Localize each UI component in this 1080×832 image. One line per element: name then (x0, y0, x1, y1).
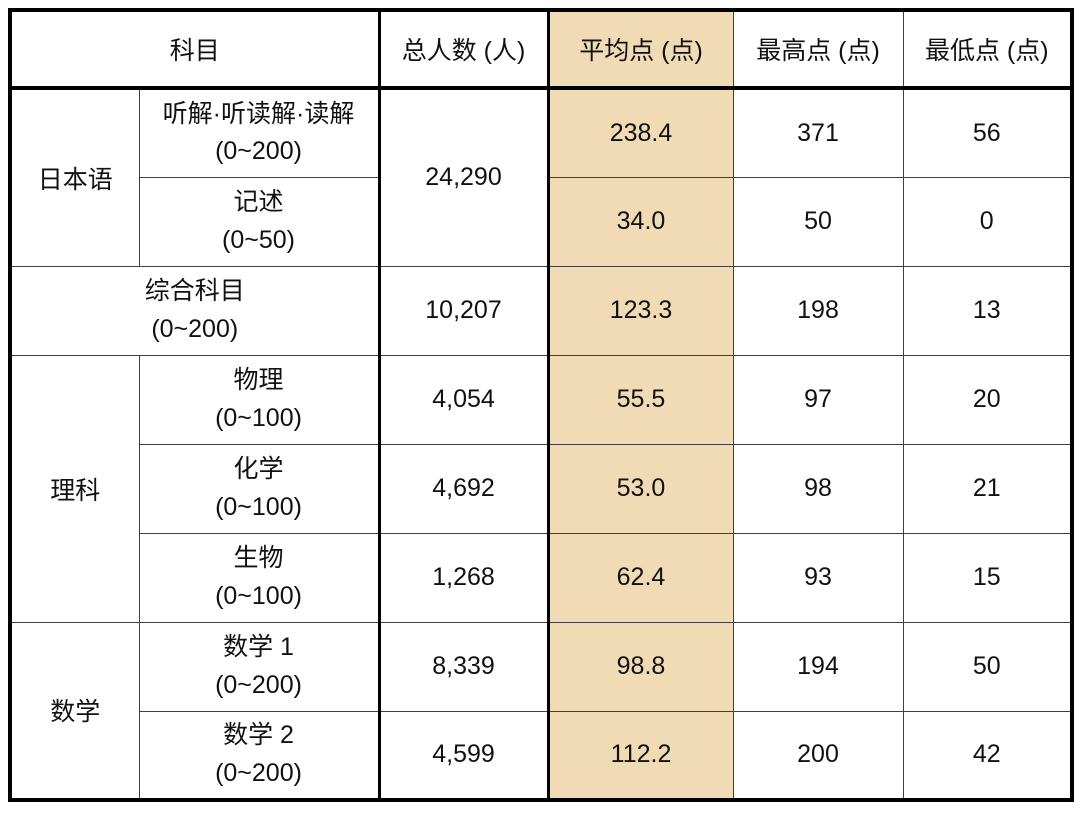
lowest-cell: 42 (902, 710, 1073, 801)
subject-cell: 记述 (0~50) (138, 176, 381, 267)
table-row-japanese-reading: 日本语 听解·听读解·读解 (0~200) 24,290 238.4 371 5… (9, 87, 1073, 267)
highest-cell: 371 (732, 87, 904, 178)
subject-range: (0~200) (215, 758, 302, 787)
table-row-japanese-writing: 记述 (0~50) 34.0 50 0 (10, 176, 1073, 267)
total-cell: 10,207 (378, 265, 550, 356)
score-table: 科目 总人数 (人) 平均点 (点) 最高点 (点) 最低点 (点) 日本语 听… (8, 8, 1074, 802)
lowest-cell: 20 (902, 354, 1073, 445)
header-highest: 最高点 (点) (732, 9, 904, 90)
average-cell: 112.2 (547, 710, 734, 801)
highest-cell: 93 (732, 532, 904, 623)
subject-range: (0~100) (215, 581, 302, 610)
subject-range: (0~200) (151, 314, 239, 343)
highest-cell: 200 (732, 710, 904, 801)
total-cell: 4,692 (378, 443, 550, 534)
subject-range: (0~50) (222, 225, 295, 254)
table-row-math2: 数学 2 (0~200) 4,599 112.2 200 42 (10, 710, 1073, 801)
subject-name: 数学 2 (223, 721, 294, 750)
average-cell: 238.4 (547, 87, 734, 178)
average-cell: 53.0 (547, 443, 734, 534)
subject-cell: 数学 1 (0~200) (138, 621, 381, 712)
average-cell: 62.4 (547, 532, 734, 623)
lowest-cell: 0 (902, 176, 1073, 267)
subject-name: 数学 1 (223, 633, 294, 661)
lowest-cell: 21 (902, 443, 1073, 534)
average-cell: 55.5 (547, 354, 734, 445)
subject-cell: 化学 (0~100) (138, 443, 381, 534)
subject-cell: 生物 (0~100) (138, 532, 381, 623)
subject-name: 记述 (233, 188, 284, 216)
header-total: 总人数 (人) (378, 9, 550, 90)
total-cell: 4,599 (378, 710, 550, 801)
table-row-biology: 生物 (0~100) 1,268 62.4 93 15 (10, 532, 1073, 623)
highest-cell: 98 (732, 443, 904, 534)
page: 科目 总人数 (人) 平均点 (点) 最高点 (点) 最低点 (点) 日本语 听… (8, 8, 1074, 802)
highest-cell: 194 (732, 621, 904, 712)
total-cell: 4,054 (378, 354, 550, 445)
lowest-cell: 50 (902, 621, 1073, 712)
subject-name: 物理 (233, 366, 284, 394)
row-group-label-science: 理科 (9, 354, 140, 623)
subject-name: 听解·听读解·读解 (162, 99, 355, 128)
average-cell: 34.0 (547, 176, 734, 267)
total-cell: 8,339 (378, 621, 550, 712)
header-subject: 科目 (9, 9, 381, 90)
header-lowest: 最低点 (点) (902, 9, 1073, 90)
subject-cell: 物理 (0~100) (138, 354, 381, 445)
highest-cell: 50 (732, 176, 904, 267)
subject-name: 综合科目 (144, 277, 245, 305)
header-row: 科目 总人数 (人) 平均点 (点) 最高点 (点) 最低点 (点) (9, 9, 1073, 90)
lowest-cell: 15 (902, 532, 1073, 623)
subject-range: (0~200) (215, 670, 302, 699)
subject-cell: 听解·听读解·读解 (0~200) (138, 87, 381, 178)
row-group-label-japanese: 日本语 (9, 87, 140, 267)
subject-range: (0~100) (215, 492, 302, 521)
lowest-cell: 13 (902, 265, 1073, 356)
highest-cell: 97 (732, 354, 904, 445)
total-cell: 24,290 (378, 87, 550, 267)
lowest-cell: 56 (902, 87, 1073, 178)
average-cell: 123.3 (547, 265, 734, 356)
subject-name: 化学 (233, 455, 284, 483)
total-cell: 1,268 (378, 532, 550, 623)
table-row-chemistry: 化学 (0~100) 4,692 53.0 98 21 (10, 443, 1073, 534)
table-row-physics: 理科 物理 (0~100) 4,054 55.5 97 20 (9, 354, 1073, 623)
header-average: 平均点 (点) (547, 9, 734, 90)
subject-range: (0~100) (215, 403, 302, 432)
highest-cell: 198 (732, 265, 904, 356)
table-row-comprehensive: 综合科目 (0~200) 10,207 123.3 198 13 (9, 265, 1073, 356)
subject-range: (0~200) (215, 137, 302, 166)
average-cell: 98.8 (547, 621, 734, 712)
table-row-math1: 数学 数学 1 (0~200) 8,339 98.8 194 50 (9, 621, 1073, 801)
row-group-label-math: 数学 (9, 621, 140, 801)
subject-cell: 数学 2 (0~200) (138, 710, 381, 801)
subject-name: 生物 (233, 544, 284, 572)
subject-cell: 综合科目 (0~200) (9, 265, 381, 356)
